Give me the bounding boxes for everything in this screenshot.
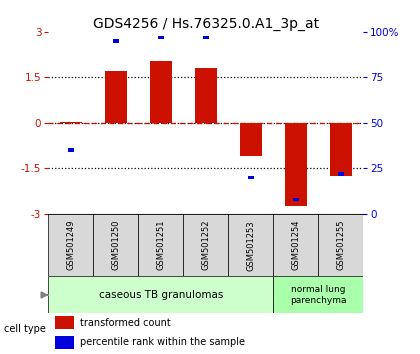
Text: GSM501254: GSM501254 bbox=[291, 220, 300, 270]
Bar bbox=[293, 198, 299, 201]
Bar bbox=[273, 214, 318, 276]
Text: percentile rank within the sample: percentile rank within the sample bbox=[80, 337, 245, 347]
Bar bbox=[68, 148, 74, 152]
Text: GSM501249: GSM501249 bbox=[66, 220, 75, 270]
Text: GSM501255: GSM501255 bbox=[336, 220, 345, 270]
Bar bbox=[48, 276, 273, 314]
Text: GSM501251: GSM501251 bbox=[156, 220, 165, 270]
Bar bbox=[194, 68, 217, 123]
Text: transformed count: transformed count bbox=[80, 318, 171, 328]
Bar bbox=[105, 71, 127, 123]
Bar bbox=[48, 214, 93, 276]
Text: cell type: cell type bbox=[4, 324, 46, 333]
Bar bbox=[93, 214, 138, 276]
Text: GSM501253: GSM501253 bbox=[246, 220, 255, 270]
Bar bbox=[239, 123, 262, 156]
Bar bbox=[330, 123, 352, 176]
Bar bbox=[338, 172, 344, 176]
Bar bbox=[138, 214, 183, 276]
Bar bbox=[183, 214, 228, 276]
Title: GDS4256 / Hs.76325.0.A1_3p_at: GDS4256 / Hs.76325.0.A1_3p_at bbox=[93, 17, 319, 31]
Bar bbox=[158, 35, 163, 39]
Bar bbox=[113, 39, 118, 43]
Text: GSM501252: GSM501252 bbox=[201, 220, 210, 270]
Bar bbox=[55, 336, 74, 349]
Bar bbox=[60, 122, 82, 123]
Bar bbox=[285, 123, 307, 206]
Text: GSM501250: GSM501250 bbox=[111, 220, 120, 270]
Bar bbox=[273, 276, 363, 314]
Bar bbox=[55, 316, 74, 329]
Bar bbox=[228, 214, 273, 276]
Text: caseous TB granulomas: caseous TB granulomas bbox=[99, 290, 223, 300]
Bar bbox=[318, 214, 363, 276]
Bar bbox=[203, 35, 208, 39]
Bar bbox=[248, 176, 254, 179]
Bar bbox=[150, 61, 172, 123]
Text: normal lung
parenchyma: normal lung parenchyma bbox=[290, 285, 346, 305]
